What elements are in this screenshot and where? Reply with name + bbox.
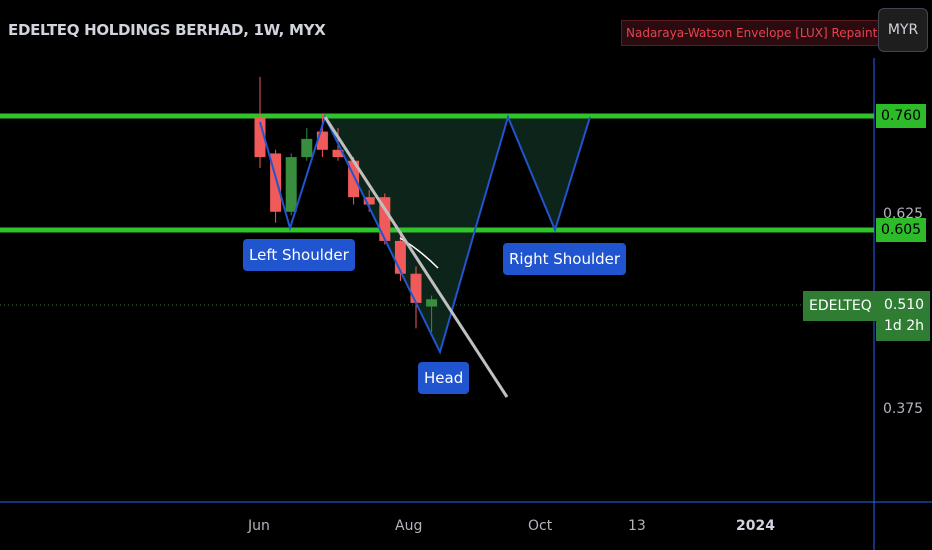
price-label-0375: 0.375 bbox=[883, 401, 924, 417]
last-price-value: 0.510 bbox=[884, 297, 925, 313]
right-shoulder-label: Right Shoulder bbox=[503, 243, 627, 275]
candle-body bbox=[348, 160, 360, 198]
candle-body bbox=[379, 197, 391, 241]
candle-body bbox=[332, 149, 344, 158]
symbol-tag: EDELTEQ bbox=[803, 291, 878, 321]
candle-body bbox=[363, 197, 375, 205]
left-shoulder-label: Left Shoulder bbox=[243, 239, 355, 271]
time-label-2024: 2024 bbox=[736, 518, 775, 534]
price-label-neckline: 0.605 bbox=[876, 218, 927, 242]
time-label-aug: Aug bbox=[395, 518, 423, 534]
indicator-label[interactable]: Nadaraya-Watson Envelope [LUX] Repaints bbox=[621, 20, 889, 46]
price-label-resistance: 0.760 bbox=[876, 104, 927, 128]
chart-title: EDELTEQ HOLDINGS BERHAD, 1W, MYX bbox=[8, 21, 326, 39]
currency-button[interactable]: MYR bbox=[878, 8, 928, 52]
time-label-jun: Jun bbox=[248, 518, 270, 534]
candle-body bbox=[394, 240, 406, 274]
pattern-fill bbox=[325, 117, 590, 352]
candle-body bbox=[285, 157, 297, 212]
candle-body bbox=[270, 153, 282, 212]
last-price-tag: 0.510 1d 2h bbox=[876, 291, 930, 341]
candle-body bbox=[254, 117, 266, 158]
time-label-oct: Oct bbox=[528, 518, 553, 534]
candle-body bbox=[301, 138, 313, 158]
trend-line bbox=[323, 116, 509, 398]
time-label-13: 13 bbox=[628, 518, 646, 534]
pattern-line bbox=[259, 113, 591, 355]
countdown-value: 1d 2h bbox=[884, 318, 925, 334]
head-label: Head bbox=[418, 362, 470, 394]
candle-body bbox=[426, 299, 438, 307]
candle-body bbox=[316, 131, 328, 150]
candle-body bbox=[410, 273, 422, 303]
